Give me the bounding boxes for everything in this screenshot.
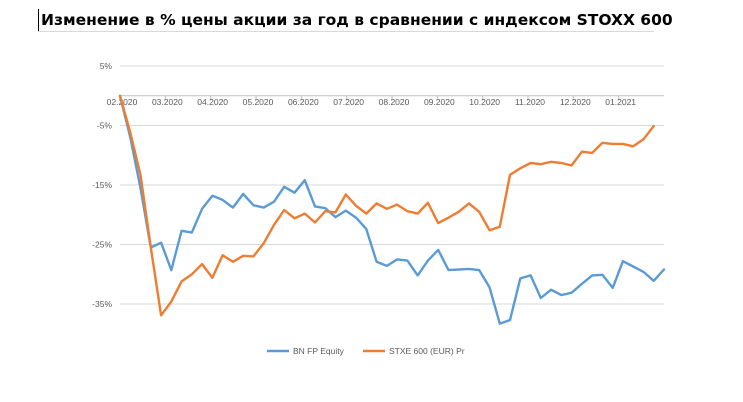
x-tick-label: 07.2020 [333, 97, 364, 107]
x-tick-label: 04.2020 [197, 97, 228, 107]
series-line-1 [118, 94, 666, 325]
x-tick-label: 06.2020 [288, 97, 319, 107]
x-tick-label: 01.2021 [605, 97, 636, 107]
series-line-2 [118, 94, 655, 317]
y-tick-label: 5% [100, 61, 113, 71]
legend: BN FP Equity STXE 600 (EUR) Pr [267, 346, 465, 356]
x-tick-label: 08.2020 [379, 97, 410, 107]
series-lines [118, 94, 666, 325]
x-tick-label: 05.2020 [243, 97, 274, 107]
y-tick-label: -5% [97, 121, 113, 131]
chart-title: Изменение в % цены акции за год в сравне… [41, 11, 673, 29]
x-tick-label: 09.2020 [424, 97, 455, 107]
legend-label-2: STXE 600 (EUR) Pr [389, 346, 465, 356]
x-tick-label: 03.2020 [152, 97, 183, 107]
x-tick-label: 11.2020 [515, 97, 545, 107]
y-tick-label: -35% [92, 299, 112, 309]
legend-label-1: BN FP Equity [293, 346, 345, 356]
x-tick-label: 12.2020 [560, 97, 591, 107]
y-axis-ticks: 5% -5% -15% -25% -35% [92, 61, 112, 309]
x-axis: 02.2020 03.2020 04.2020 05.2020 06.2020 07.20… [107, 95, 664, 107]
chart-title-container: Изменение в % цены акции за год в сравне… [38, 9, 673, 31]
gridlines [120, 65, 664, 305]
y-tick-label: -25% [92, 240, 112, 250]
y-tick-label: -15% [92, 180, 112, 190]
x-tick-label: 10.2020 [469, 97, 500, 107]
title-divider [38, 31, 654, 32]
